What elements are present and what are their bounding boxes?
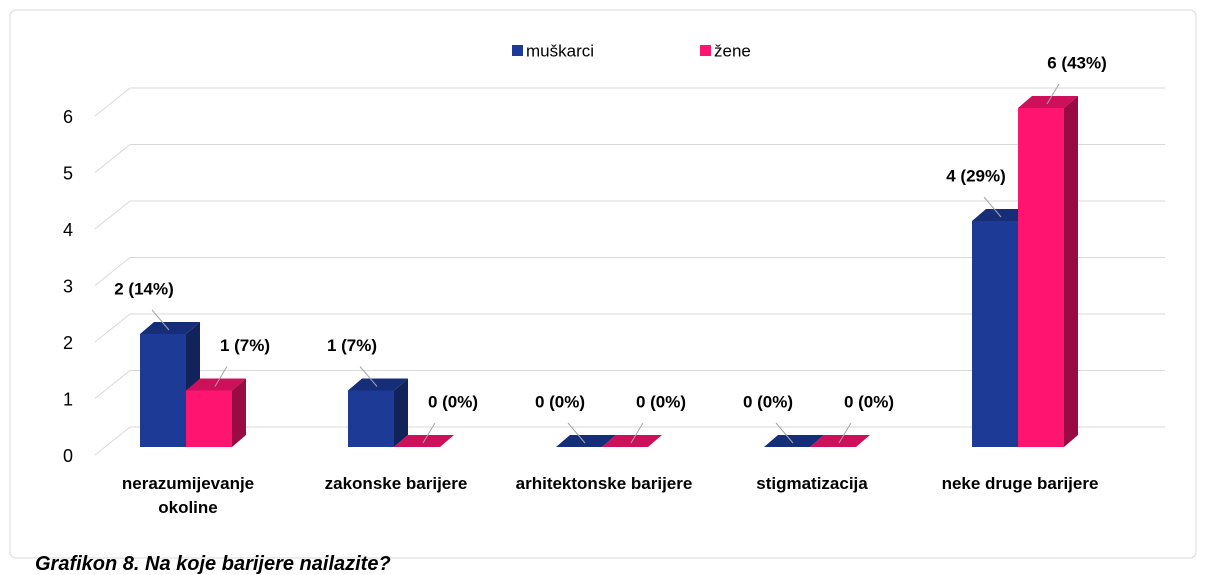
leader-line — [983, 196, 1002, 218]
value-label: 1 (7%) — [220, 336, 270, 355]
grid-line — [94, 87, 1165, 117]
x-tick-label: zakonske barijere — [324, 474, 468, 493]
grid-line — [94, 144, 1165, 173]
y-tick-label: 2 — [63, 333, 73, 353]
y-tick-label: 6 — [63, 107, 73, 127]
leader-line — [151, 309, 170, 331]
grid-line — [94, 426, 1165, 456]
y-tick-label: 5 — [63, 163, 73, 183]
value-label: 6 (43%) — [1047, 53, 1107, 72]
y-tick-label: 3 — [63, 276, 73, 296]
x-tick-label: nerazumijevanje okoline — [121, 474, 255, 517]
legend-swatch — [512, 45, 523, 56]
value-label: 0 (0%) — [636, 392, 686, 411]
value-label: 0 (0%) — [844, 392, 894, 411]
bar — [1018, 96, 1078, 447]
bar — [186, 378, 246, 447]
leader-line — [567, 422, 586, 444]
grid-line — [94, 370, 1165, 399]
leader-line — [214, 366, 228, 387]
leader-line — [775, 422, 794, 444]
grid-line — [94, 200, 1165, 230]
leader-line — [1046, 83, 1060, 105]
grid-line — [94, 313, 1165, 343]
x-tick-label: stigmatizacija — [756, 474, 868, 493]
value-label: 0 (0%) — [743, 392, 793, 411]
caption: Grafikon 8. Na koje barijere nailazite? — [35, 553, 391, 575]
leader-line — [422, 422, 436, 444]
x-tick-label: neke druge barijere — [941, 474, 1099, 493]
leader-line — [838, 422, 852, 444]
legend-label: muškarci — [526, 41, 594, 60]
bar — [764, 435, 824, 447]
y-tick-label: 4 — [63, 220, 73, 240]
x-tick-label: arhitektonske barijere — [515, 474, 693, 493]
value-label: 2 (14%) — [114, 279, 174, 298]
bar — [556, 435, 616, 447]
grid-line — [94, 257, 1165, 286]
legend-label: žene — [714, 41, 751, 60]
y-tick-label: 0 — [63, 446, 73, 466]
value-label: 0 (0%) — [428, 392, 478, 411]
value-label: 1 (7%) — [327, 336, 377, 355]
leader-line — [359, 366, 378, 387]
chart-frame — [9, 9, 1197, 559]
value-label: 0 (0%) — [535, 392, 585, 411]
y-tick-label: 1 — [63, 389, 73, 409]
bar — [348, 378, 408, 447]
leader-line — [630, 422, 644, 444]
value-label: 4 (29%) — [946, 166, 1006, 185]
legend-swatch — [700, 45, 711, 56]
